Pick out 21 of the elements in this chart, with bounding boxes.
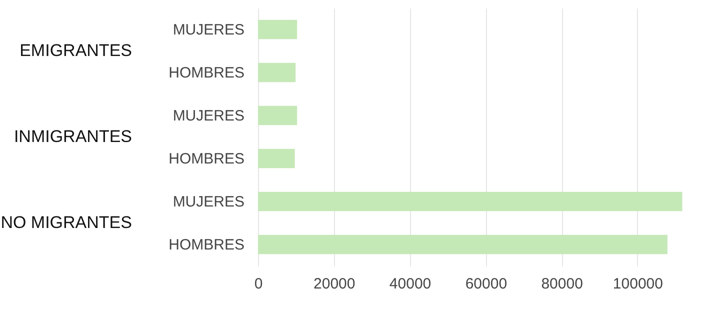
text: INMIGRANTES [14, 127, 132, 146]
y-tick-label: MUJERES [172, 22, 244, 38]
y-tick-label: MUJERES [172, 108, 244, 124]
y-tick-label: HOMBRES [168, 64, 244, 82]
bar [258, 192, 682, 212]
text: NO MIGRANTES [0, 213, 132, 232]
y-tick-label: MUJERES [172, 194, 244, 210]
x-tick-label: 0 [254, 276, 263, 292]
x-tick-label: 100000 [612, 276, 663, 292]
bar [258, 148, 295, 168]
x-tick-label: 20000 [314, 276, 356, 292]
bar [258, 20, 298, 40]
y-tick-label: HOMBRES [168, 236, 244, 254]
bar [258, 106, 298, 126]
y-tick-label: HOMBRES [168, 150, 244, 168]
bar [258, 62, 296, 82]
bar [258, 234, 668, 254]
text: EMIGRANTES [20, 41, 132, 60]
x-tick-label: 80000 [541, 276, 583, 292]
x-tick-label: 40000 [389, 276, 432, 292]
x-tick-label: 60000 [465, 276, 508, 292]
